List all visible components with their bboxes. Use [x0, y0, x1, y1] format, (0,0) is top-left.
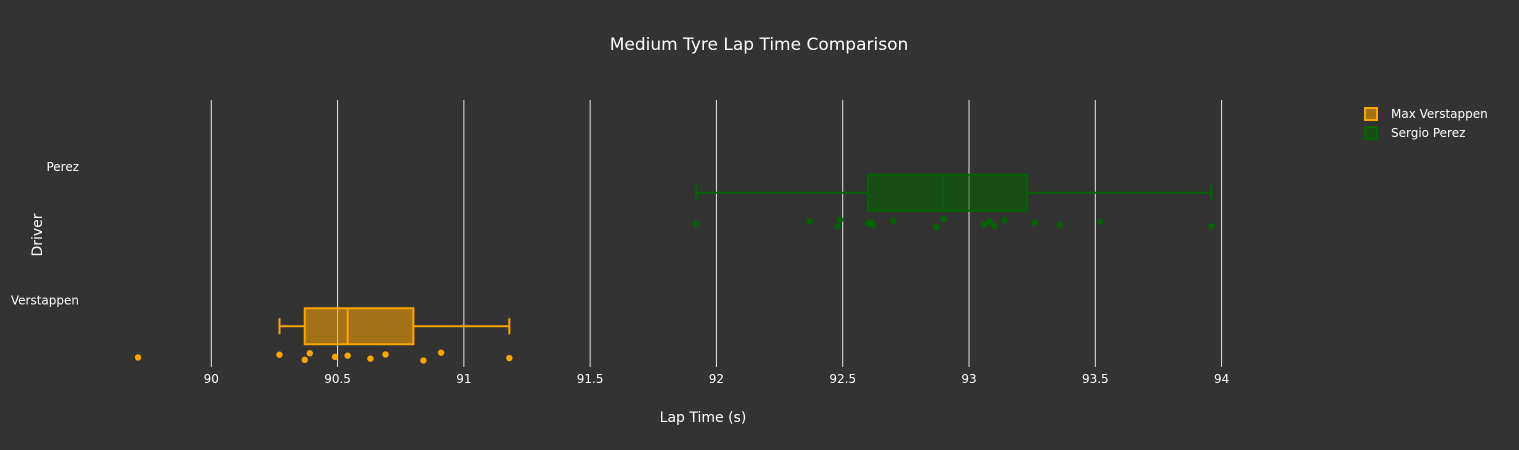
data-point[interactable]	[890, 217, 897, 225]
data-point[interactable]	[991, 222, 998, 229]
data-point[interactable]	[932, 223, 940, 231]
chart-title: Medium Tyre Lap Time Comparison	[610, 35, 909, 55]
y-tick-label: Verstappen	[11, 293, 79, 307]
y-tick-label: Perez	[46, 160, 79, 174]
x-axis-ticks: 90 90.5 91 91.5 92 92.5 93 93.5 94	[204, 372, 1230, 386]
data-point[interactable]	[506, 354, 513, 362]
plot-area	[134, 173, 1215, 364]
x-tick-label: 90.5	[324, 372, 351, 386]
data-point[interactable]	[834, 223, 841, 230]
box-trace-perez[interactable]	[693, 173, 1215, 231]
data-point[interactable]	[940, 215, 947, 223]
x-tick-label: 91	[456, 372, 471, 386]
x-tick-label: 93.5	[1082, 372, 1109, 386]
legend-swatch	[1364, 126, 1378, 140]
data-point[interactable]	[1001, 217, 1008, 224]
grid	[210, 100, 1223, 367]
x-tick-label: 92.5	[829, 372, 856, 386]
data-point[interactable]	[134, 354, 142, 361]
data-point[interactable]	[1097, 218, 1104, 226]
data-point[interactable]	[437, 349, 445, 356]
data-point[interactable]	[837, 216, 844, 223]
data-point[interactable]	[1056, 221, 1064, 229]
data-point[interactable]	[420, 357, 427, 364]
x-axis-title: Lap Time (s)	[660, 410, 747, 426]
x-tick-label: 91.5	[577, 372, 604, 386]
data-point[interactable]	[1031, 219, 1038, 226]
data-point[interactable]	[980, 221, 988, 228]
data-point[interactable]	[806, 218, 814, 225]
data-point[interactable]	[331, 353, 339, 361]
data-point[interactable]	[306, 350, 313, 357]
legend-label: Sergio Perez	[1391, 126, 1465, 140]
y-axis-ticks: Verstappen Perez	[11, 160, 79, 308]
legend-label: Max Verstappen	[1391, 107, 1488, 121]
x-tick-label: 93	[961, 372, 976, 386]
box-iqr	[866, 173, 1029, 212]
x-tick-label: 94	[1214, 372, 1229, 386]
legend-item-verstappen[interactable]: Max Verstappen	[1364, 107, 1488, 121]
data-point[interactable]	[693, 220, 700, 228]
data-point[interactable]	[276, 351, 283, 358]
data-point[interactable]	[367, 355, 374, 362]
legend-swatch	[1364, 107, 1378, 121]
data-point[interactable]	[301, 356, 308, 364]
legend[interactable]: Max Verstappen Sergio Perez	[1364, 107, 1488, 140]
box-trace-verstappen[interactable]	[134, 307, 513, 364]
data-point[interactable]	[869, 221, 877, 229]
box-iqr	[303, 307, 415, 346]
data-point[interactable]	[1208, 222, 1215, 230]
data-point[interactable]	[382, 351, 389, 358]
x-tick-label: 90	[204, 372, 219, 386]
y-axis-title: Driver	[30, 213, 46, 256]
data-point[interactable]	[986, 218, 993, 225]
legend-item-perez[interactable]: Sergio Perez	[1364, 126, 1465, 140]
data-point[interactable]	[344, 352, 351, 359]
x-tick-label: 92	[709, 372, 724, 386]
